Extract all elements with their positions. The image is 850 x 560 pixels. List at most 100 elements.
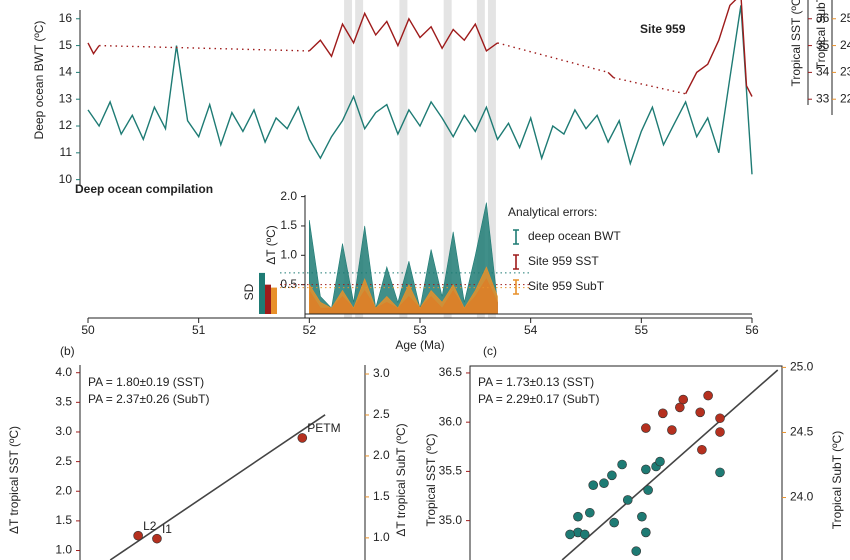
series-line [87,5,753,175]
annotation: PA = 1.80±0.19 (SST) [88,375,204,389]
y-tick-label: 10 [59,172,73,186]
point [643,485,653,495]
point [655,456,665,467]
panel-label: (c) [483,344,497,358]
point [703,390,713,401]
y-tick-label: 24.0 [790,490,814,504]
point [715,467,725,478]
x-tick-label: 55 [635,323,649,337]
point [658,408,668,419]
y-tick-label: 34 [816,65,830,79]
sd-bar [259,272,265,314]
y-tick-label: 2.0 [55,483,72,497]
y-tick-label: 36 [816,11,830,25]
y2-axis-title: Tropical SST (ºC) [789,0,803,87]
y-tick-label: 33 [816,91,830,105]
legend-icon [513,229,519,245]
y-tick-label: 35.0 [439,513,463,527]
y-tick-label: 14 [59,65,73,79]
y3-axis-title: Tropical SubT (ºC) [814,0,828,69]
y-tick-label: 1.0 [280,247,297,261]
y-tick-label: 1.5 [280,218,297,232]
point-label: PETM [307,421,340,435]
y-tick-label: 22 [840,91,850,105]
y-tick-label: 1.0 [55,543,72,557]
y-tick-label: 1.5 [55,513,72,527]
y-axis-title: Deep ocean BWT (ºC) [32,21,46,140]
delta-area [309,202,498,315]
fit-line [109,414,326,560]
y-tick-label: 1.5 [373,489,390,503]
event-band [399,0,408,318]
y-axis-title: ΔT (ºC) [264,225,278,265]
point [588,480,599,490]
x-tick-label: 53 [413,323,427,337]
point [573,511,583,522]
x-tick-label: 51 [192,323,206,337]
annotation: PA = 1.73±0.13 (SST) [478,375,594,389]
point [641,527,651,538]
y-tick-label: 25.0 [790,360,814,374]
point [715,427,725,437]
y2-axis-title: ΔT tropical SubT (ºC) [394,423,408,536]
event-band [487,0,496,318]
y-tick-label: 0.5 [280,277,297,291]
x-tick-label: 54 [524,323,538,337]
y-tick-label: 3.0 [373,366,390,380]
y-tick-label: 1.0 [373,530,390,544]
y-tick-label: 35.5 [439,464,463,478]
annotation: PA = 2.29±0.17 (SubT) [478,392,599,406]
y-tick-label: 23 [840,65,850,79]
point [641,464,651,475]
y-tick-label: 3.0 [55,424,72,438]
series-line [308,11,498,58]
y-axis-title: Tropical SST (ºC) [424,433,438,526]
series-line [87,42,100,55]
point-label: I1 [162,522,172,536]
y-tick-label: 36.5 [439,365,463,379]
fit-line [561,369,779,560]
sd-label: SD [242,283,256,300]
legend-label: Site 959 SST [528,254,599,268]
x-tick-label: 50 [81,323,95,337]
point [585,507,595,518]
y-tick-label: 4.0 [55,365,72,379]
sd-bar [271,287,277,314]
x-tick-label: 52 [303,323,317,337]
event-band [443,0,452,318]
y-tick-label: 3.5 [55,395,72,409]
point [675,402,685,413]
gap-connector [99,44,310,52]
point [697,444,707,455]
sd-bar [265,284,271,314]
legend-title: Analytical errors: [508,205,597,219]
point [695,407,705,418]
y-tick-label: 15 [59,38,73,52]
event-band [355,0,364,318]
y-tick-label: 16 [59,11,73,25]
legend-label: Site 959 SubT [528,279,605,293]
y-tick-label: 12 [59,118,73,132]
annotation: Site 959 [640,22,686,36]
point [631,546,642,556]
gap-connector [613,77,686,95]
legend-icon [513,279,519,295]
point [607,470,617,481]
y-axis-title: ΔT tropical SST (ºC) [7,426,21,534]
y-tick-label: 11 [60,145,73,159]
x-tick-label: 56 [745,323,759,337]
point-label: L2 [143,519,157,533]
gap-connector [497,42,609,74]
series-line [684,0,753,97]
y-tick-label: 2.5 [55,454,72,468]
point [579,529,590,540]
y2-axis-title: Tropical SubT (ºC) [830,431,844,529]
point [622,495,633,505]
y-tick-label: 13 [59,91,73,105]
legend-label: deep ocean BWT [528,229,621,243]
y-tick-label: 2.0 [280,189,297,203]
point [667,425,677,435]
annotation: PA = 2.37±0.26 (SubT) [88,392,209,406]
